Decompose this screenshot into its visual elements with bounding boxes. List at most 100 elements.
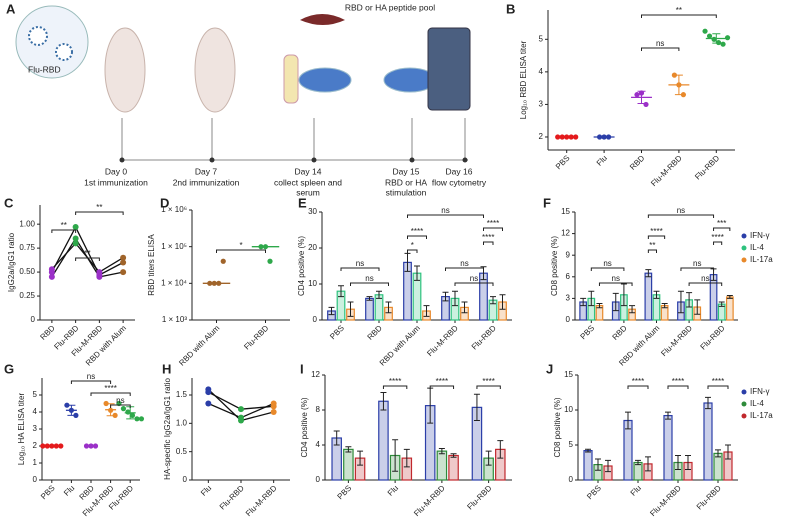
panel-label: F	[543, 195, 551, 210]
error-bar	[485, 450, 492, 466]
legend-label: IL-4	[750, 243, 764, 252]
sig-bracket	[407, 249, 418, 253]
y-tick-label: 1	[33, 458, 38, 467]
spleen-icon	[300, 14, 345, 25]
panel-label: C	[4, 195, 14, 210]
timeline-dot	[409, 157, 415, 163]
inset-circle	[15, 5, 89, 79]
error-bar	[718, 301, 725, 307]
error-bar	[404, 252, 411, 272]
error-bar	[645, 456, 651, 472]
timeline-dot	[209, 157, 215, 163]
x-tick-label: Flu-RBD	[470, 323, 498, 351]
error-bar	[423, 305, 430, 317]
data-point	[220, 258, 226, 264]
y-tick-label: 1.00	[19, 219, 35, 228]
data-point	[267, 258, 273, 264]
bar	[365, 297, 374, 321]
sig-bracket	[647, 235, 666, 239]
bar	[623, 419, 633, 481]
legend-marker	[741, 245, 747, 251]
sd-bar	[637, 90, 646, 105]
x-tick-label: Flu-M-RBD	[412, 483, 447, 518]
sig-bracket	[216, 249, 266, 253]
data-point	[680, 92, 687, 98]
sig-bracket	[680, 267, 715, 271]
y-tick-label: 8	[316, 405, 321, 414]
legend-label: IL-4	[750, 399, 764, 408]
sig-bracket	[688, 282, 723, 286]
sig-label: ****	[672, 377, 684, 386]
sig-bracket	[483, 241, 494, 245]
step-event: 1st immunization	[84, 177, 148, 187]
x-tick-label: Flu-RBD	[465, 483, 493, 511]
sig-bracket	[707, 385, 729, 389]
y-tick-label: 0.5	[176, 447, 188, 456]
error-bar	[499, 294, 506, 310]
bar	[633, 461, 643, 481]
y-tick-label: 5	[33, 390, 38, 399]
data-point	[238, 414, 244, 421]
timeline-dot	[462, 157, 468, 163]
bar	[583, 450, 593, 481]
y-tick-label: 4	[539, 67, 544, 76]
data-point	[134, 416, 140, 422]
sig-label: ****	[389, 377, 401, 386]
x-tick-label: Flu-RBD	[218, 483, 246, 511]
y-tick-label: 3	[539, 100, 544, 109]
sd-bar	[712, 33, 721, 44]
data-point	[120, 406, 127, 412]
x-tick-label: Flu	[386, 484, 400, 498]
sig-label: ns	[701, 274, 709, 283]
sig-bracket	[429, 385, 455, 389]
sig-bracket	[713, 241, 723, 245]
legend-marker	[741, 257, 747, 263]
sig-bracket	[407, 235, 427, 239]
panel-label: I	[300, 361, 304, 376]
sig-bracket	[598, 282, 633, 286]
y-tick-label: 0	[31, 315, 36, 324]
error-bar	[635, 459, 641, 466]
mouse-icon	[104, 27, 146, 113]
pair-line	[51, 225, 124, 276]
data-point	[58, 443, 64, 449]
legend-marker	[741, 413, 747, 419]
x-tick-label: RBD with Alum	[177, 323, 221, 367]
data-point	[715, 39, 722, 46]
panel-label: G	[4, 361, 14, 376]
y-tick-label: 0.50	[19, 267, 35, 276]
error-bar	[620, 283, 627, 307]
y-tick-label: 4	[33, 407, 38, 416]
sig-label: ns	[441, 206, 449, 215]
error-bar	[629, 305, 636, 314]
error-bar	[490, 296, 496, 305]
sig-label: ****	[650, 227, 662, 236]
error-bar	[605, 459, 611, 473]
data-point	[138, 416, 145, 422]
sig-bracket	[350, 282, 389, 286]
sig-bracket	[75, 257, 100, 261]
sig-label: ns	[603, 259, 611, 268]
y-tick-label: 1.5	[176, 390, 188, 399]
data-point	[205, 389, 212, 396]
bar	[644, 272, 653, 321]
sig-label: ****	[712, 377, 724, 386]
bar	[436, 450, 448, 481]
x-tick-label: Flu-M-RBD	[425, 323, 460, 358]
sig-label: ****	[487, 219, 499, 228]
sig-label: ns	[460, 259, 468, 268]
tube-icon	[283, 54, 299, 104]
error-bar	[665, 411, 671, 420]
step-day: Day 0	[105, 166, 127, 176]
bar	[448, 454, 459, 481]
bar	[725, 296, 734, 321]
data-point	[702, 28, 708, 34]
sig-label: ****	[482, 233, 494, 242]
data-point	[103, 400, 109, 407]
error-bar	[473, 393, 480, 421]
x-tick-label: RBD	[366, 323, 384, 341]
error-bar	[345, 446, 352, 453]
sig-bracket	[627, 385, 649, 389]
bar	[709, 274, 718, 321]
